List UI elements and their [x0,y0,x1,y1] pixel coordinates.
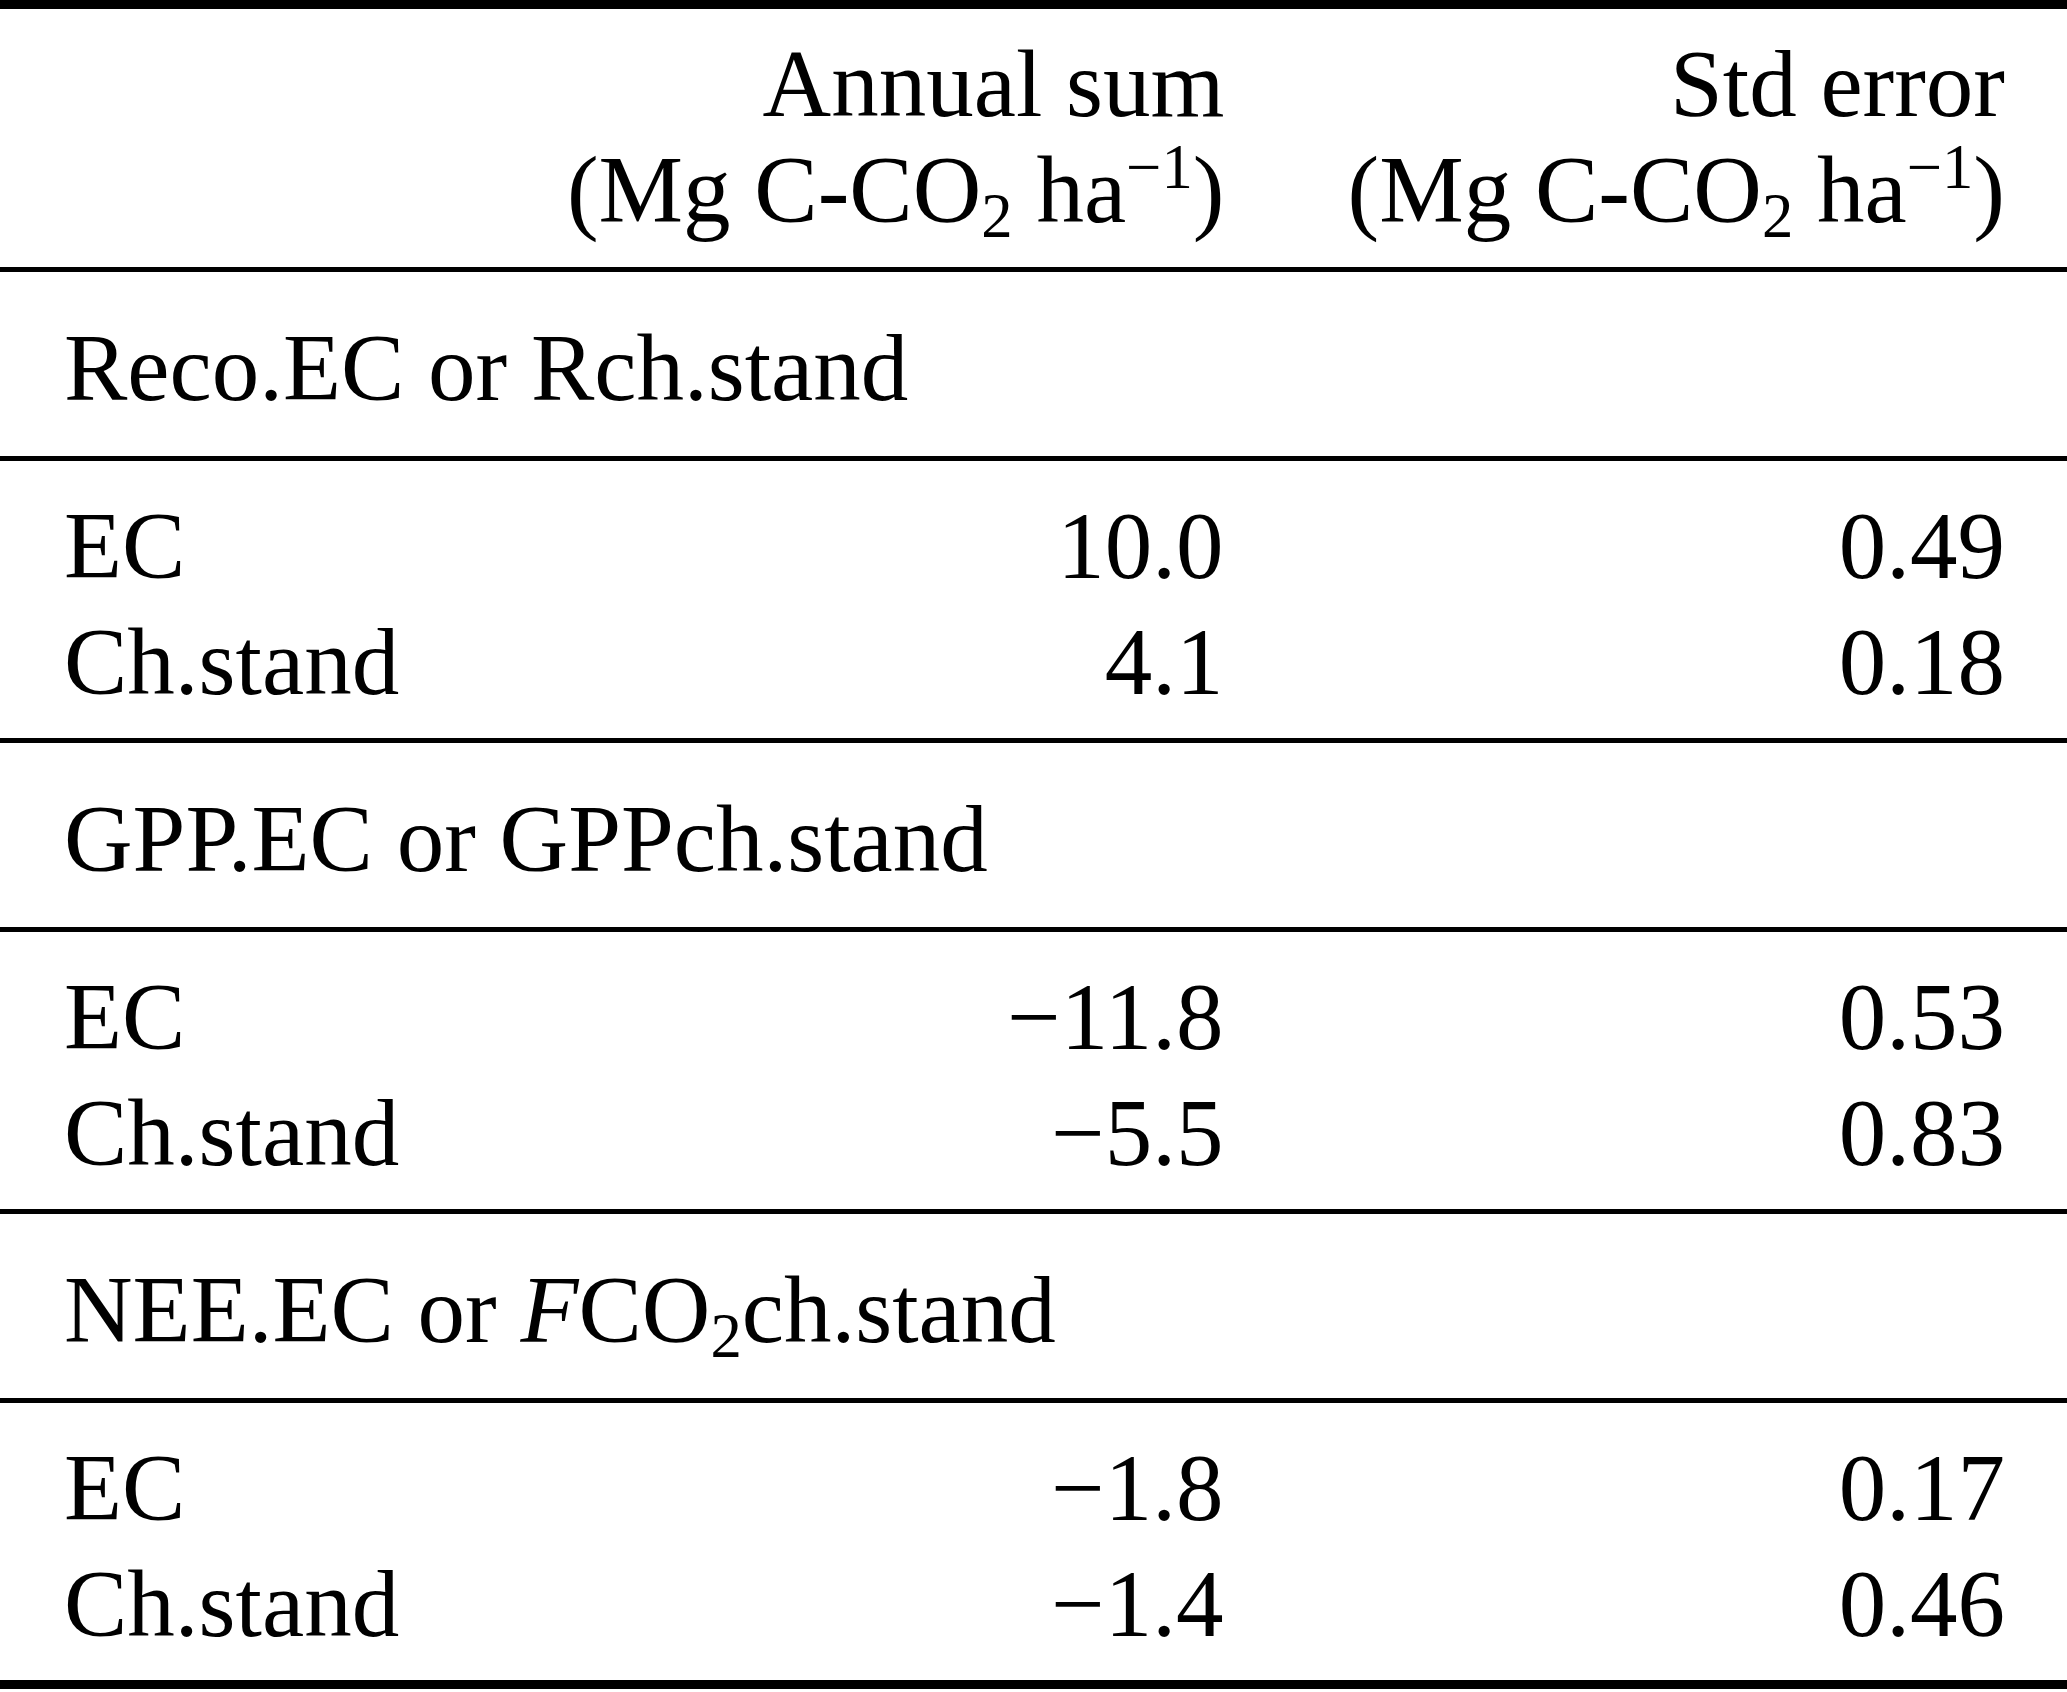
section-title-row-gpp: GPP.EC or GPPch.stand [0,741,2067,930]
unit-text: ) [1973,137,2005,243]
unit-text: ) [1193,137,1225,243]
row-label: EC [0,1401,567,1538]
annual-sum-value: −5.5 [567,1066,1224,1212]
section-title-reco: Reco.EC or Rch.stand [0,270,2067,459]
section-title-gpp: GPP.EC or GPPch.stand [0,741,2067,930]
row-label: Ch.stand [0,1537,567,1685]
section-title-row-reco: Reco.EC or Rch.stand [0,270,2067,459]
unit-text: (Mg C-CO [1348,137,1762,243]
std-error-value: 0.83 [1224,1066,2067,1212]
std-error-unit: (Mg C-CO2 ha−1) [1348,137,2005,243]
section-title-text: ch.stand [742,1257,1056,1363]
section-title-text: NEE.EC or [64,1257,520,1363]
row-label: EC [0,459,567,596]
unit-superscript: −1 [1126,132,1193,202]
std-error-title: Std error [1670,31,2005,137]
std-error-value: 0.53 [1224,930,2067,1067]
header-empty-cell [0,5,567,270]
unit-text: ha [1793,137,1906,243]
unit-subscript: 2 [1762,181,1793,251]
unit-text: (Mg C-CO [567,137,981,243]
paper-table-figure: Annual sum (Mg C-CO2 ha−1) Std error (Mg… [0,0,2067,1692]
table-row: EC −11.8 0.53 [0,930,2067,1067]
section-title-subscript: 2 [710,1301,741,1371]
section-title-nee: NEE.EC or FCO2ch.stand [0,1212,2067,1401]
std-error-value: 0.17 [1224,1401,2067,1538]
header-std-error: Std error (Mg C-CO2 ha−1) [1224,5,2067,270]
table-row: Ch.stand 4.1 0.18 [0,595,2067,741]
header-annual-sum: Annual sum (Mg C-CO2 ha−1) [567,5,1224,270]
table-row: EC −1.8 0.17 [0,1401,2067,1538]
std-error-value: 0.49 [1224,459,2067,596]
annual-sum-title: Annual sum [763,31,1225,137]
unit-subscript: 2 [981,181,1012,251]
table-row: EC 10.0 0.49 [0,459,2067,596]
annual-sum-value: −11.8 [567,930,1224,1067]
section-title-row-nee: NEE.EC or FCO2ch.stand [0,1212,2067,1401]
row-label: EC [0,930,567,1067]
annual-co2-flux-table: Annual sum (Mg C-CO2 ha−1) Std error (Mg… [0,0,2067,1689]
section-title-text: CO [578,1257,710,1363]
table-row: Ch.stand −1.4 0.46 [0,1537,2067,1685]
section-title-text: GPP.EC or GPPch.stand [64,786,988,892]
annual-sum-value: 4.1 [567,595,1224,741]
table-header-row: Annual sum (Mg C-CO2 ha−1) Std error (Mg… [0,5,2067,270]
row-label: Ch.stand [0,595,567,741]
annual-sum-value: 10.0 [567,459,1224,596]
std-error-value: 0.46 [1224,1537,2067,1685]
section-title-variable: F [520,1257,578,1363]
annual-sum-value: −1.8 [567,1401,1224,1538]
annual-sum-unit: (Mg C-CO2 ha−1) [567,137,1224,243]
section-title-text: Reco.EC or Rch.stand [64,315,908,421]
std-error-value: 0.18 [1224,595,2067,741]
annual-sum-value: −1.4 [567,1537,1224,1685]
unit-superscript: −1 [1907,132,1974,202]
row-label: Ch.stand [0,1066,567,1212]
table-row: Ch.stand −5.5 0.83 [0,1066,2067,1212]
unit-text: ha [1013,137,1126,243]
